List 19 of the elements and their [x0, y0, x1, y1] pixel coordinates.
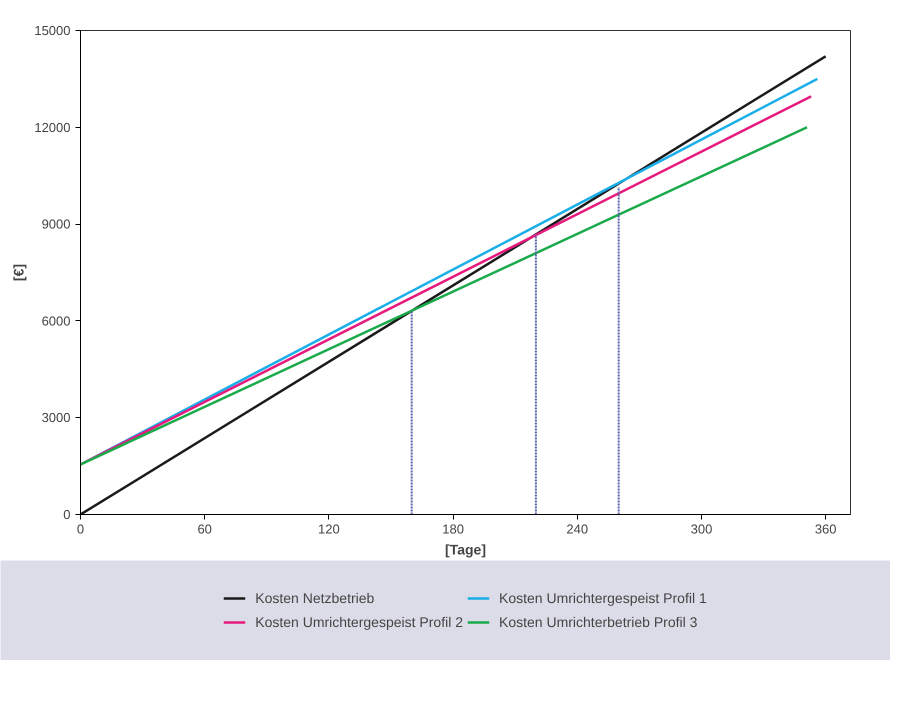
- x-tick-label: 120: [318, 522, 340, 536]
- x-tick-label: 300: [690, 522, 712, 536]
- legend-label: Kosten Netzbetrieb: [255, 590, 374, 606]
- x-axis-title: [Tage]: [445, 542, 486, 558]
- y-axis-title: [€]: [10, 264, 26, 282]
- x-tick-label: 240: [566, 522, 588, 536]
- y-tick-label: 12000: [34, 120, 71, 135]
- legend-label: Kosten Umrichterbetrieb Profil 3: [499, 614, 698, 630]
- y-tick-label: 0: [63, 507, 71, 522]
- x-tick-label: 0: [76, 522, 84, 536]
- y-tick-label: 3000: [42, 410, 70, 426]
- legend-label: Kosten Umrichtergespeist Profil 1: [499, 590, 707, 606]
- y-tick-label: 15000: [34, 23, 71, 38]
- legend-label: Kosten Umrichtergespeist Profil 2: [255, 614, 463, 630]
- y-tick-label: 6000: [42, 313, 70, 328]
- x-tick-label: 60: [197, 522, 212, 536]
- x-tick-label: 180: [442, 522, 464, 536]
- x-tick-label: 360: [814, 522, 837, 536]
- y-tick-label: 9000: [42, 216, 70, 232]
